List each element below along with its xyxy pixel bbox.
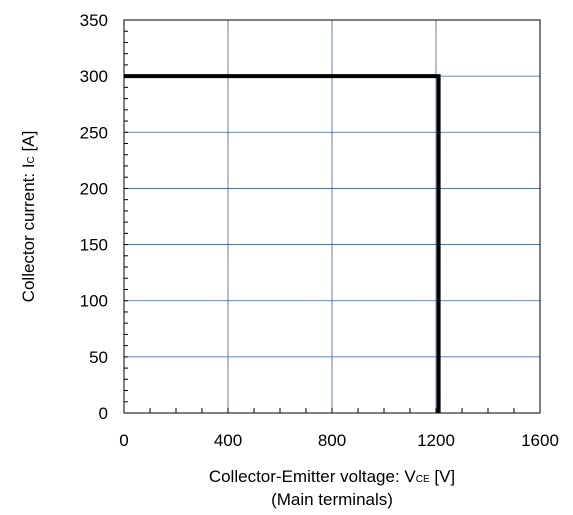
series-line	[124, 74, 441, 413]
y-tick-label: 250	[80, 123, 108, 142]
x-tick-label: 0	[119, 431, 128, 450]
x-tick-labels: 0 400 800 1200 1600	[119, 431, 559, 450]
x-tick-label: 1600	[521, 431, 559, 450]
plot-frame	[123, 19, 541, 414]
y-tick-labels: 0 50 100 150 200 250 300 350	[80, 11, 108, 423]
x-axis-label: Collector-Emitter voltage: VCE [V]	[209, 467, 455, 486]
y-tick-label: 150	[80, 236, 108, 255]
y-tick-label: 0	[99, 404, 108, 423]
x-tick-label: 800	[318, 431, 346, 450]
x-tick-label: 400	[214, 431, 242, 450]
series-layer	[124, 74, 441, 413]
y-tick-label: 50	[89, 348, 108, 367]
y-tick-label: 200	[80, 179, 108, 198]
x-axis-label-subtitle: (Main terminals)	[271, 490, 393, 509]
y-axis-label: Collector current: IC [A]	[19, 131, 38, 303]
y-tick-label: 100	[80, 292, 108, 311]
x-tick-label: 1200	[417, 431, 455, 450]
y-tick-label: 350	[80, 11, 108, 30]
grid-lines	[124, 20, 540, 413]
y-tick-label: 300	[80, 67, 108, 86]
minor-ticks	[123, 19, 541, 414]
